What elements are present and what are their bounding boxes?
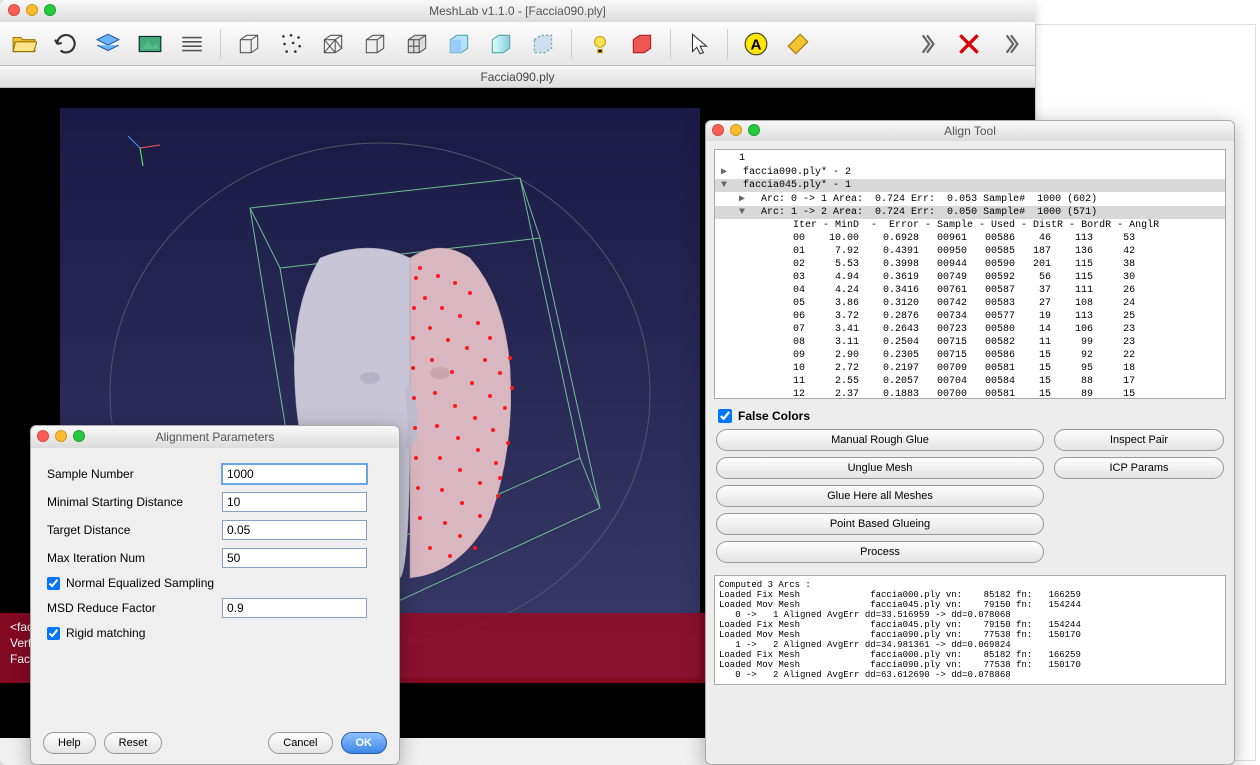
manual-glue-button[interactable]: Manual Rough Glue xyxy=(716,429,1044,451)
delete-icon[interactable] xyxy=(953,28,985,60)
iter-row: 08 3.11 0.2504 00715 00582 11 99 23 xyxy=(715,336,1225,349)
tree-item[interactable]: ▶ faccia090.ply* - 2 xyxy=(715,165,1225,179)
flatline-icon[interactable] xyxy=(401,28,433,60)
false-colors-checkbox[interactable] xyxy=(718,409,732,423)
params-title: Alignment Parameters xyxy=(156,430,275,444)
open-icon[interactable] xyxy=(8,28,40,60)
target-label: Target Distance xyxy=(47,523,222,537)
help-button[interactable]: Help xyxy=(43,732,96,754)
params-dialog: Alignment Parameters Sample Number Minim… xyxy=(30,425,400,765)
iter-row: 12 2.37 0.1883 00700 00581 15 89 15 xyxy=(715,388,1225,399)
align-log[interactable]: Computed 3 Arcs : Loaded Fix Mesh faccia… xyxy=(714,575,1226,685)
layers-icon[interactable] xyxy=(92,28,124,60)
align-title: Align Tool xyxy=(944,124,996,138)
iter-row: 06 3.72 0.2876 00734 00577 19 113 25 xyxy=(715,310,1225,323)
params-titlebar: Alignment Parameters xyxy=(31,426,399,448)
texture-icon[interactable] xyxy=(527,28,559,60)
neq-label: Normal Equalized Sampling xyxy=(66,576,214,590)
chevron-right-icon[interactable] xyxy=(911,28,943,60)
target-input[interactable] xyxy=(222,520,367,540)
rigid-label: Rigid matching xyxy=(66,626,145,640)
msd-input[interactable] xyxy=(222,598,367,618)
svg-text:A: A xyxy=(751,36,762,53)
smooth-icon[interactable] xyxy=(485,28,517,60)
minstart-input[interactable] xyxy=(222,492,367,512)
hiddenline-icon[interactable] xyxy=(359,28,391,60)
select-icon[interactable] xyxy=(683,28,715,60)
iter-row: 02 5.53 0.3998 00944 00590 201 115 38 xyxy=(715,258,1225,271)
main-titlebar: MeshLab v1.1.0 - [Faccia090.ply] xyxy=(0,0,1035,22)
inspect-pair-button[interactable]: Inspect Pair xyxy=(1054,429,1224,451)
bbox-icon[interactable] xyxy=(233,28,265,60)
point-glue-button[interactable]: Point Based Glueing xyxy=(716,513,1044,535)
ok-button[interactable]: OK xyxy=(341,732,388,754)
cancel-button[interactable]: Cancel xyxy=(268,732,332,754)
tab-label[interactable]: Faccia090.ply xyxy=(480,70,554,84)
params-window-controls[interactable] xyxy=(37,430,85,442)
glue-all-button[interactable]: Glue Here all Meshes xyxy=(716,485,1044,507)
iter-row: 03 4.94 0.3619 00749 00592 56 115 30 xyxy=(715,271,1225,284)
iter-row: 09 2.90 0.2305 00715 00586 15 92 22 xyxy=(715,349,1225,362)
measure-icon[interactable] xyxy=(782,28,814,60)
minstart-label: Minimal Starting Distance xyxy=(47,495,222,509)
icp-params-button[interactable]: ICP Params xyxy=(1054,457,1224,479)
unglue-button[interactable]: Unglue Mesh xyxy=(716,457,1044,479)
align-window: Align Tool 1 ▶ faccia090.ply* - 2 ▼ facc… xyxy=(705,120,1235,765)
align-titlebar: Align Tool xyxy=(706,121,1234,141)
align-tree[interactable]: 1 ▶ faccia090.ply* - 2 ▼ faccia045.ply* … xyxy=(714,149,1226,399)
tree-item[interactable]: ▼ faccia045.ply* - 1 xyxy=(715,179,1225,192)
iter-header: Iter - MinD - Error - Sample - Used - Di… xyxy=(715,219,1225,232)
iter-row: 10 2.72 0.2197 00709 00581 15 95 18 xyxy=(715,362,1225,375)
reload-icon[interactable] xyxy=(50,28,82,60)
tab-bar: Faccia090.ply xyxy=(0,66,1035,88)
tree-arc[interactable]: ▼ Arc: 1 -> 2 Area: 0.724 Err: 0.050 Sam… xyxy=(715,206,1225,219)
msd-label: MSD Reduce Factor xyxy=(47,601,222,615)
chevron-right-icon-2[interactable] xyxy=(995,28,1027,60)
neq-checkbox[interactable] xyxy=(47,577,60,590)
toolbar: A xyxy=(0,22,1035,66)
tree-arc[interactable]: ▶ Arc: 0 -> 1 Area: 0.724 Err: 0.053 Sam… xyxy=(715,192,1225,206)
iter-row: 05 3.86 0.3120 00742 00583 27 108 24 xyxy=(715,297,1225,310)
tree-root[interactable]: 1 xyxy=(715,152,1225,165)
false-colors-label: False Colors xyxy=(738,409,810,423)
main-title: MeshLab v1.1.0 - [Faccia090.ply] xyxy=(429,4,606,18)
iter-row: 11 2.55 0.2057 00704 00584 15 88 17 xyxy=(715,375,1225,388)
rigid-checkbox[interactable] xyxy=(47,627,60,640)
sample-input[interactable] xyxy=(222,464,367,484)
points-icon[interactable] xyxy=(275,28,307,60)
iter-row: 04 4.24 0.3416 00761 00587 37 111 26 xyxy=(715,284,1225,297)
iter-row: 01 7.92 0.4391 00950 00585 187 136 42 xyxy=(715,245,1225,258)
backface-icon[interactable] xyxy=(626,28,658,60)
process-button[interactable]: Process xyxy=(716,541,1044,563)
iter-row: 07 3.41 0.2643 00723 00580 14 106 23 xyxy=(715,323,1225,336)
snapshot-icon[interactable] xyxy=(134,28,166,60)
maxiter-label: Max Iteration Num xyxy=(47,551,222,565)
light-icon[interactable] xyxy=(584,28,616,60)
layer-stack-icon[interactable] xyxy=(176,28,208,60)
window-controls[interactable] xyxy=(8,4,56,16)
reset-button[interactable]: Reset xyxy=(104,732,163,754)
sample-label: Sample Number xyxy=(47,467,222,481)
flat-icon[interactable] xyxy=(443,28,475,60)
iter-row: 00 10.00 0.6928 00961 00586 46 113 53 xyxy=(715,232,1225,245)
wireframe-icon[interactable] xyxy=(317,28,349,60)
annotate-icon[interactable]: A xyxy=(740,28,772,60)
align-window-controls[interactable] xyxy=(712,124,760,136)
maxiter-input[interactable] xyxy=(222,548,367,568)
